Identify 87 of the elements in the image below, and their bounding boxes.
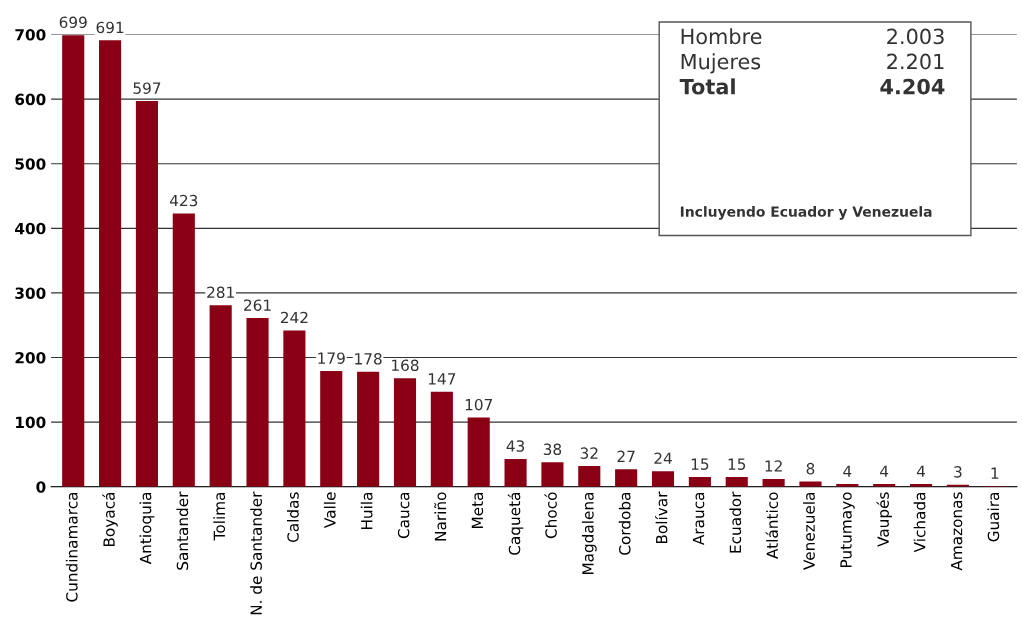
bar (615, 469, 638, 487)
bar (209, 305, 232, 487)
bar (467, 417, 490, 487)
x-tick-label: Cauca (397, 492, 410, 539)
y-tick-label: 0 (36, 481, 46, 493)
x-tick-label: Caquetá (507, 492, 524, 555)
annotation: Hombre (681, 28, 762, 45)
x-tick-label: Vichada (913, 492, 926, 553)
y-tick-label: 600 (15, 93, 46, 106)
bar (135, 101, 158, 487)
annotation: Incluyendo Ecuador y Venezuela (680, 206, 932, 220)
x-tick-label: Cordoba (618, 492, 631, 555)
data-label: 423 (169, 194, 198, 207)
data-label: 12 (765, 460, 782, 472)
x-tick-label: Vaupés (876, 492, 892, 547)
x-tick-label: Antioquia (139, 492, 155, 565)
bar (99, 40, 122, 487)
y-tick-label: 700 (15, 29, 46, 41)
data-label: 1 (991, 467, 999, 479)
x-tick-label: Huila (360, 492, 373, 530)
x-tick-label: Ecuador (729, 491, 742, 553)
bar (320, 371, 343, 487)
bar (762, 478, 785, 487)
data-label: 15 (691, 458, 709, 470)
bar (283, 330, 306, 487)
x-tick-label: Valle (323, 492, 336, 528)
bar (725, 477, 748, 487)
bar (541, 462, 564, 487)
data-label: 261 (244, 299, 271, 311)
x-tick-label: Santander (176, 491, 189, 570)
x-tick-label: Chocó (544, 492, 557, 539)
x-tick-label: Meta (471, 492, 484, 528)
x-tick-label: Bolívar (655, 491, 668, 544)
x-tick-label: N. de Santander (250, 491, 262, 615)
data-label: 4 (880, 465, 889, 477)
bar (62, 35, 85, 487)
x-tick-label: Magdalena (581, 492, 597, 575)
data-label: 168 (392, 359, 419, 372)
x-tick-label: Atlántico (765, 492, 779, 559)
data-label: 178 (355, 353, 382, 365)
bar (246, 318, 269, 487)
y-tick-label: 200 (15, 351, 46, 364)
annotation: Total (679, 78, 735, 95)
bar (688, 477, 711, 487)
data-label: 242 (280, 311, 308, 324)
y-tick-label: 300 (15, 287, 46, 299)
bar (430, 391, 453, 487)
data-label: 43 (506, 440, 525, 452)
x-tick-label: Nariño (434, 492, 447, 541)
data-label: 699 (59, 16, 87, 29)
annotation: 4.204 (880, 78, 945, 95)
x-tick-label: Putumayo (840, 492, 855, 567)
y-tick-label: 500 (15, 158, 46, 170)
x-tick-label: Venezuela (803, 492, 815, 570)
data-label: 597 (133, 82, 161, 94)
data-label: 8 (806, 462, 815, 475)
data-label: 281 (207, 286, 234, 299)
data-label: 27 (617, 450, 635, 462)
data-label: 147 (428, 373, 456, 385)
x-tick-label: Guaira (987, 492, 1000, 542)
data-label: 691 (96, 21, 124, 34)
x-tick-label: Amazonas (950, 492, 963, 571)
annotation: 2.201 (887, 53, 944, 70)
data-label: 107 (465, 398, 492, 411)
data-label: 4 (916, 465, 926, 477)
bar (504, 458, 527, 487)
annotation: Mujeres (681, 53, 761, 74)
x-tick-label: Caldas (287, 492, 299, 542)
data-label: 4 (843, 465, 852, 477)
bar (393, 378, 417, 487)
x-tick-label: Arauca (692, 492, 705, 545)
bar (578, 466, 601, 487)
annotation: 2.003 (887, 28, 944, 45)
data-label: 38 (543, 443, 562, 456)
data-label: 179 (318, 352, 345, 364)
data-label: 3 (954, 466, 962, 478)
data-label: 15 (728, 458, 746, 470)
x-tick-label: Tolima (213, 492, 226, 541)
data-label: 32 (580, 447, 598, 459)
y-tick-label: 100 (16, 416, 46, 429)
x-tick-label: Boyacá (102, 492, 118, 547)
bar (172, 213, 195, 487)
data-label: 24 (654, 452, 672, 464)
bar (357, 371, 380, 487)
x-tick-label: Cundinamarca (65, 492, 78, 602)
y-tick-label: 400 (15, 222, 46, 235)
bar (651, 471, 675, 487)
